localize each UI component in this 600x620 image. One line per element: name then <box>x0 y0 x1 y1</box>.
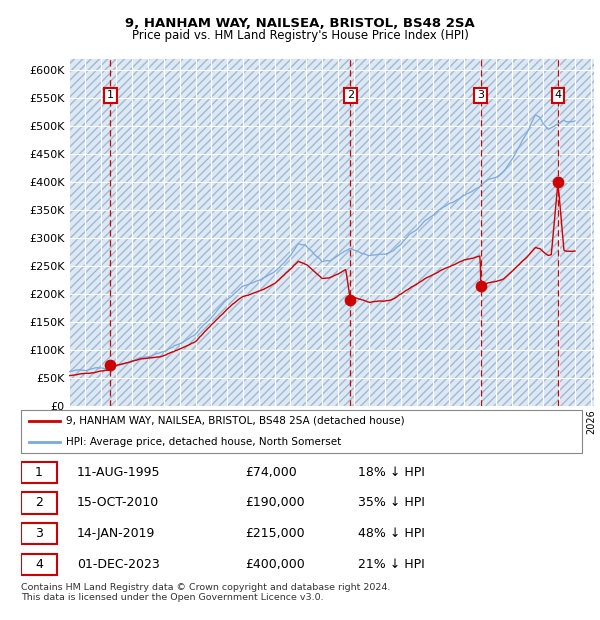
FancyBboxPatch shape <box>21 523 58 544</box>
Text: 11-AUG-1995: 11-AUG-1995 <box>77 466 161 479</box>
Text: 4: 4 <box>35 558 43 571</box>
Text: £190,000: £190,000 <box>245 497 305 510</box>
FancyBboxPatch shape <box>21 554 58 575</box>
Text: Contains HM Land Registry data © Crown copyright and database right 2024.
This d: Contains HM Land Registry data © Crown c… <box>21 583 391 602</box>
Text: 18% ↓ HPI: 18% ↓ HPI <box>358 466 424 479</box>
Text: HPI: Average price, detached house, North Somerset: HPI: Average price, detached house, Nort… <box>66 437 341 447</box>
Text: Price paid vs. HM Land Registry's House Price Index (HPI): Price paid vs. HM Land Registry's House … <box>131 29 469 42</box>
Text: £215,000: £215,000 <box>245 527 305 540</box>
Text: 1: 1 <box>35 466 43 479</box>
Point <box>106 360 115 370</box>
Text: 01-DEC-2023: 01-DEC-2023 <box>77 558 160 571</box>
Point <box>476 281 485 291</box>
Text: 3: 3 <box>477 91 484 100</box>
FancyBboxPatch shape <box>21 462 58 483</box>
Text: 35% ↓ HPI: 35% ↓ HPI <box>358 497 424 510</box>
Text: 2: 2 <box>35 497 43 510</box>
Text: 3: 3 <box>35 527 43 540</box>
Text: 15-OCT-2010: 15-OCT-2010 <box>77 497 160 510</box>
FancyBboxPatch shape <box>21 492 58 513</box>
FancyBboxPatch shape <box>21 410 582 453</box>
Text: £400,000: £400,000 <box>245 558 305 571</box>
Point <box>553 177 563 187</box>
Text: 9, HANHAM WAY, NAILSEA, BRISTOL, BS48 2SA (detached house): 9, HANHAM WAY, NAILSEA, BRISTOL, BS48 2S… <box>66 416 404 426</box>
Text: £74,000: £74,000 <box>245 466 297 479</box>
Point <box>346 294 355 304</box>
Text: 21% ↓ HPI: 21% ↓ HPI <box>358 558 424 571</box>
Text: 9, HANHAM WAY, NAILSEA, BRISTOL, BS48 2SA: 9, HANHAM WAY, NAILSEA, BRISTOL, BS48 2S… <box>125 17 475 30</box>
Text: 14-JAN-2019: 14-JAN-2019 <box>77 527 155 540</box>
Text: 4: 4 <box>554 91 562 100</box>
Text: 1: 1 <box>107 91 114 100</box>
Text: 48% ↓ HPI: 48% ↓ HPI <box>358 527 424 540</box>
Text: 2: 2 <box>347 91 354 100</box>
